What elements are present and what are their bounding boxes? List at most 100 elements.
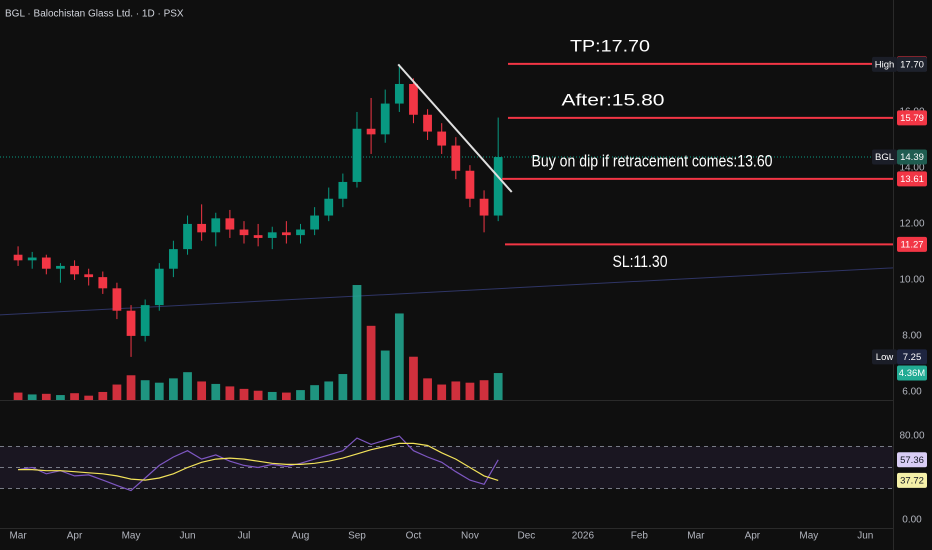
volume-bar bbox=[465, 382, 475, 400]
x-tick-label: Nov bbox=[461, 531, 479, 542]
volume-bar bbox=[56, 395, 65, 400]
x-tick-label: Apr bbox=[67, 531, 83, 542]
volume-bar bbox=[394, 313, 404, 400]
volume-bar bbox=[140, 380, 150, 400]
volume-bar bbox=[41, 393, 51, 400]
x-tick-label: 2026 bbox=[572, 531, 595, 542]
volume-bar bbox=[352, 285, 362, 400]
volume-bar bbox=[183, 372, 192, 400]
candle-body bbox=[13, 254, 23, 261]
candle-body bbox=[281, 232, 291, 236]
marker-name-box bbox=[872, 56, 897, 72]
candle-body bbox=[211, 218, 221, 233]
candle-body bbox=[154, 268, 164, 306]
candle-body bbox=[409, 83, 418, 115]
candle-body bbox=[465, 170, 475, 199]
volume-bar bbox=[70, 393, 79, 400]
level-price-label: 13.61 bbox=[900, 174, 924, 185]
candle-body bbox=[126, 310, 136, 336]
candle-body bbox=[183, 223, 192, 250]
volume-bar bbox=[493, 373, 503, 400]
rsi-value-label: 57.36 bbox=[900, 455, 924, 466]
marker-value-box bbox=[897, 349, 927, 365]
y-tick-label: 12.00 bbox=[899, 219, 924, 230]
rsi-tick-label: 0.00 bbox=[902, 515, 922, 526]
volume-bar bbox=[211, 383, 221, 400]
rsi-value-label-box bbox=[897, 452, 927, 468]
x-tick-label: May bbox=[122, 531, 141, 542]
candle-body bbox=[112, 288, 122, 311]
volume-bar bbox=[366, 325, 376, 400]
rsi-line bbox=[18, 435, 499, 492]
volume-bar bbox=[27, 394, 37, 400]
trendline bbox=[397, 63, 513, 193]
volume-bar bbox=[380, 350, 390, 400]
level-price-label-box bbox=[897, 110, 927, 126]
volume-bar bbox=[310, 385, 319, 400]
candle-body bbox=[41, 257, 51, 269]
rsi-value-label-box bbox=[897, 472, 927, 488]
candle-body bbox=[493, 157, 503, 216]
candle-body bbox=[239, 229, 249, 236]
candle-body bbox=[479, 198, 489, 216]
x-tick-label: Apr bbox=[745, 531, 761, 542]
marker-value-box bbox=[897, 56, 927, 72]
candle-body bbox=[310, 215, 319, 230]
volume-bar bbox=[84, 395, 94, 400]
y-tick-label: 6.00 bbox=[902, 387, 922, 398]
candle-body bbox=[84, 274, 94, 278]
volume-bar bbox=[479, 380, 489, 400]
candle-body bbox=[169, 249, 178, 269]
level-price-label-box bbox=[897, 171, 927, 187]
volume-bar bbox=[253, 390, 263, 400]
level-annotation: Buy on dip if retracement comes:13.60 bbox=[532, 151, 773, 170]
marker-name-box bbox=[872, 349, 897, 365]
candle-body bbox=[380, 103, 390, 135]
x-tick-label: Dec bbox=[518, 531, 536, 542]
volume-bar bbox=[437, 384, 447, 400]
volume-bar bbox=[423, 378, 432, 400]
rsi-value-label: 37.72 bbox=[900, 475, 924, 486]
candle-body bbox=[394, 83, 404, 104]
x-tick-label: Sep bbox=[348, 531, 366, 542]
candle-body bbox=[70, 265, 79, 275]
x-tick-label: Oct bbox=[406, 531, 422, 542]
marker-value: 7.25 bbox=[903, 352, 922, 363]
candle-body bbox=[352, 128, 362, 182]
candle-body bbox=[253, 235, 263, 238]
candle-body bbox=[423, 114, 432, 132]
candle-body bbox=[225, 218, 235, 230]
candle-body bbox=[27, 257, 37, 261]
volume-bar bbox=[281, 392, 291, 400]
candle-body bbox=[56, 265, 65, 269]
volume-label-box bbox=[897, 365, 927, 381]
y-tick-label: 8.00 bbox=[902, 331, 922, 342]
candle-body bbox=[437, 131, 447, 146]
volume-bar bbox=[13, 392, 23, 400]
marker-value: 14.39 bbox=[900, 152, 924, 163]
rsi-tick-label: 80.00 bbox=[899, 431, 924, 442]
candle-body bbox=[296, 229, 305, 236]
candle-body bbox=[324, 198, 334, 216]
level-annotation: After:15.80 bbox=[562, 90, 665, 109]
rsi-band bbox=[0, 446, 893, 489]
volume-bar bbox=[324, 381, 334, 400]
volume-bar bbox=[239, 388, 249, 400]
volume-bar bbox=[451, 381, 461, 400]
volume-bar bbox=[338, 374, 348, 400]
level-annotation: SL:11.30 bbox=[613, 252, 668, 271]
volume-bar bbox=[126, 375, 136, 400]
x-tick-label: Aug bbox=[292, 531, 310, 542]
volume-bar bbox=[267, 391, 277, 400]
level-annotation: TP:17.70 bbox=[570, 36, 650, 55]
marker-name: Low bbox=[876, 352, 894, 363]
marker-name: High bbox=[875, 59, 895, 70]
volume-bar bbox=[197, 381, 207, 400]
rsi-line bbox=[18, 442, 499, 481]
level-price-label: 11.27 bbox=[900, 239, 923, 250]
x-tick-label: May bbox=[799, 531, 818, 542]
x-tick-label: Jun bbox=[179, 531, 195, 542]
volume-bar bbox=[112, 384, 122, 400]
